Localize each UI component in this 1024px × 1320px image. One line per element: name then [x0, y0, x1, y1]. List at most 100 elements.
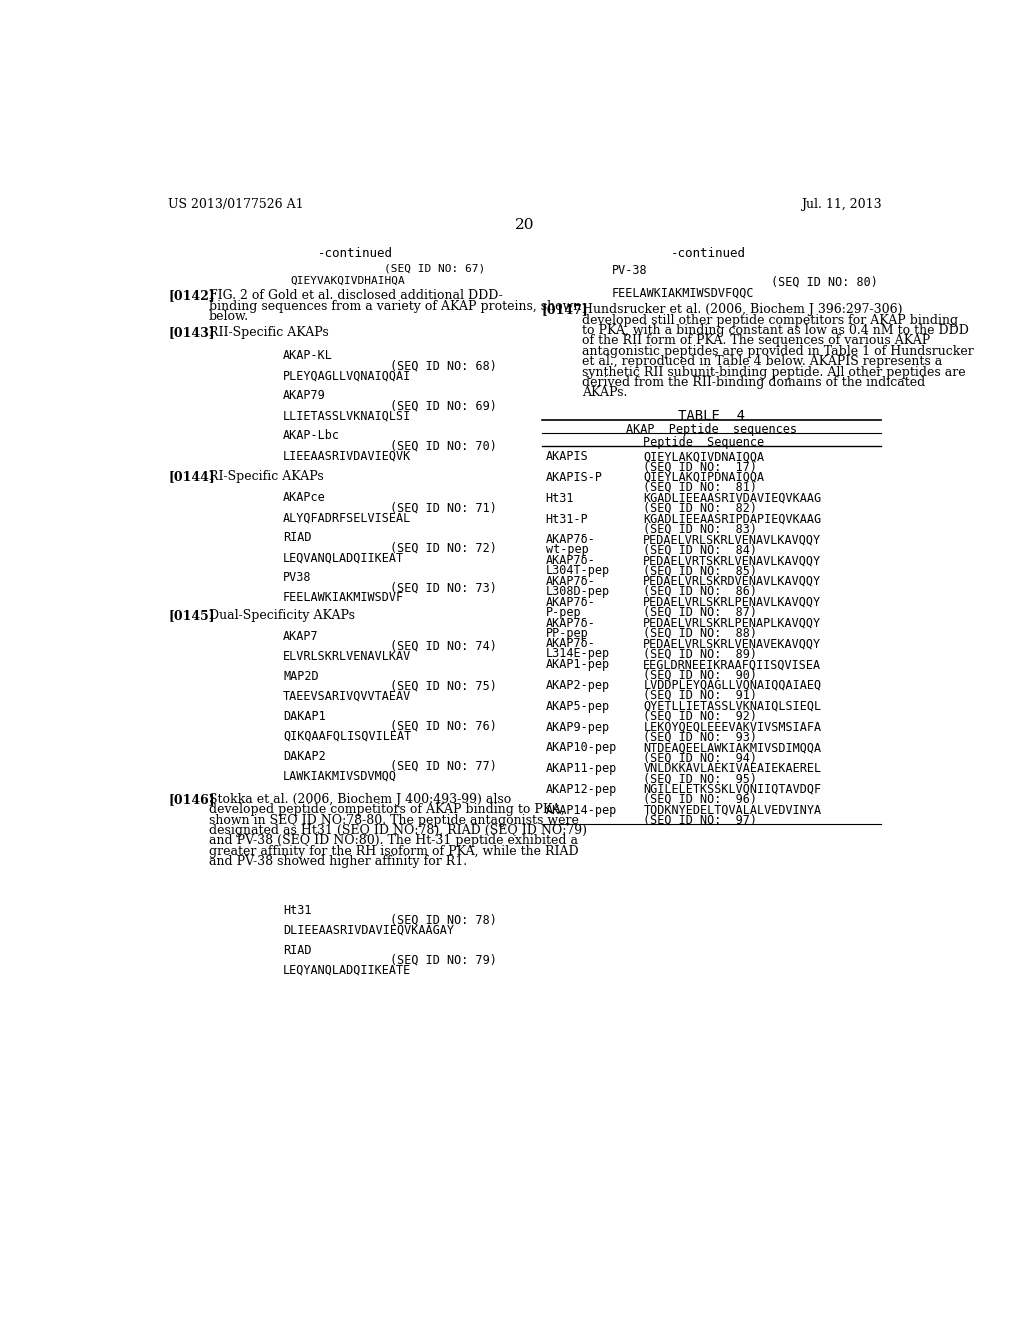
- Text: AKAP2-pep: AKAP2-pep: [546, 678, 610, 692]
- Text: (SEQ ID NO:  94): (SEQ ID NO: 94): [643, 751, 758, 764]
- Text: EEGLDRNEEIKRAAFQIISQVISEA: EEGLDRNEEIKRAAFQIISQVISEA: [643, 659, 821, 671]
- Text: PV-38: PV-38: [611, 264, 647, 277]
- Text: (SEQ ID NO:  97): (SEQ ID NO: 97): [643, 813, 758, 826]
- Text: TQDKNYEDELTQVALALVEDVINYA: TQDKNYEDELTQVALALVEDVINYA: [643, 804, 821, 817]
- Text: [0146]: [0146]: [168, 793, 215, 807]
- Text: ALYQFADRFSELVISEAL: ALYQFADRFSELVISEAL: [283, 511, 412, 524]
- Text: Stokka et al. (2006, Biochem J 400:493-99) also: Stokka et al. (2006, Biochem J 400:493-9…: [209, 793, 511, 807]
- Text: (SEQ ID NO: 78): (SEQ ID NO: 78): [390, 913, 497, 927]
- Text: AKAP7δ-: AKAP7δ-: [546, 616, 596, 630]
- Text: AKAPIS: AKAPIS: [546, 450, 589, 463]
- Text: AKAP7δ-: AKAP7δ-: [546, 533, 596, 546]
- Text: DAKAP2: DAKAP2: [283, 750, 326, 763]
- Text: (SEQ ID NO:  87): (SEQ ID NO: 87): [643, 606, 758, 619]
- Text: to PKA, with a binding constant as low as 0.4 nM to the DDD: to PKA, with a binding constant as low a…: [583, 323, 969, 337]
- Text: AKAP-Lbc: AKAP-Lbc: [283, 429, 340, 442]
- Text: PP-pep: PP-pep: [546, 627, 589, 640]
- Text: Ht31: Ht31: [546, 492, 574, 504]
- Text: PEDAELVRLSKRLPENAVLKAVQQY: PEDAELVRLSKRLPENAVLKAVQQY: [643, 595, 821, 609]
- Text: FEELAWKIAKMIWSDVFQQC: FEELAWKIAKMIWSDVFQQC: [611, 286, 754, 300]
- Text: Dual-Specificity AKAPs: Dual-Specificity AKAPs: [209, 609, 354, 622]
- Text: binding sequences from a variety of AKAP proteins, shown: binding sequences from a variety of AKAP…: [209, 300, 581, 313]
- Text: AKAPs.: AKAPs.: [583, 387, 628, 400]
- Text: (SEQ ID NO:  93): (SEQ ID NO: 93): [643, 730, 758, 743]
- Text: QIEYLAKQIVDNAIQQA: QIEYLAKQIVDNAIQQA: [643, 450, 765, 463]
- Text: QYETLLIETASSLVKNAIQLSIEQL: QYETLLIETASSLVKNAIQLSIEQL: [643, 700, 821, 713]
- Text: (SEQ ID NO: 73): (SEQ ID NO: 73): [390, 581, 497, 594]
- Text: RI-Specific AKAPs: RI-Specific AKAPs: [209, 470, 324, 483]
- Text: [0145]: [0145]: [168, 609, 215, 622]
- Text: (SEQ ID NO:  90): (SEQ ID NO: 90): [643, 668, 758, 681]
- Text: wt-pep: wt-pep: [546, 544, 589, 557]
- Text: FEELAWKIAKMIWSDVF: FEELAWKIAKMIWSDVF: [283, 591, 404, 605]
- Text: AKAP79: AKAP79: [283, 389, 326, 403]
- Text: -continued: -continued: [317, 247, 393, 260]
- Text: (SEQ ID NO: 74): (SEQ ID NO: 74): [390, 640, 497, 652]
- Text: QIKQAAFQLISQVILEAT: QIKQAAFQLISQVILEAT: [283, 730, 412, 743]
- Text: MAP2D: MAP2D: [283, 669, 318, 682]
- Text: LVDDPLEYQAGLLVQNAIQQAIAEQ: LVDDPLEYQAGLLVQNAIQQAIAEQ: [643, 678, 821, 692]
- Text: [0143]: [0143]: [168, 326, 215, 339]
- Text: DAKAP1: DAKAP1: [283, 710, 326, 723]
- Text: (SEQ ID NO:  96): (SEQ ID NO: 96): [643, 793, 758, 807]
- Text: AKAP-KL: AKAP-KL: [283, 350, 333, 363]
- Text: (SEQ ID NO:  88): (SEQ ID NO: 88): [643, 627, 758, 640]
- Text: (SEQ ID NO:  85): (SEQ ID NO: 85): [643, 564, 758, 577]
- Text: (SEQ ID NO: 69): (SEQ ID NO: 69): [390, 400, 497, 412]
- Text: Hundsrucker et al. (2006, Biochem J 396:297-306): Hundsrucker et al. (2006, Biochem J 396:…: [583, 304, 902, 317]
- Text: US 2013/0177526 A1: US 2013/0177526 A1: [168, 198, 304, 211]
- Text: PEDAELVRLSKRLVENAVEKAVQQY: PEDAELVRLSKRLVENAVEKAVQQY: [643, 638, 821, 651]
- Text: (SEQ ID NO:  91): (SEQ ID NO: 91): [643, 689, 758, 702]
- Text: -continued: -continued: [671, 247, 745, 260]
- Text: (SEQ ID NO: 79): (SEQ ID NO: 79): [390, 954, 497, 966]
- Text: and PV-38 (SEQ ID NO:80). The Ht-31 peptide exhibited a: and PV-38 (SEQ ID NO:80). The Ht-31 pept…: [209, 834, 578, 847]
- Text: AKAP14-pep: AKAP14-pep: [546, 804, 617, 817]
- Text: Ht31: Ht31: [283, 904, 311, 917]
- Text: FIG. 2 of Gold et al. disclosed additional DDD-: FIG. 2 of Gold et al. disclosed addition…: [209, 289, 503, 302]
- Text: NTDEAQEELAWKIAKMIVSDIMQQA: NTDEAQEELAWKIAKMIVSDIMQQA: [643, 742, 821, 754]
- Text: AKAP7: AKAP7: [283, 630, 318, 643]
- Text: and PV-38 showed higher affinity for R1.: and PV-38 showed higher affinity for R1.: [209, 855, 467, 869]
- Text: RIAD: RIAD: [283, 531, 311, 544]
- Text: AKAPIS-P: AKAPIS-P: [546, 471, 603, 484]
- Text: (SEQ ID NO:  86): (SEQ ID NO: 86): [643, 585, 758, 598]
- Text: developed still other peptide competitors for AKAP binding: developed still other peptide competitor…: [583, 314, 958, 326]
- Text: (SEQ ID NO:  92): (SEQ ID NO: 92): [643, 710, 758, 723]
- Text: (SEQ ID NO: 67): (SEQ ID NO: 67): [384, 264, 485, 273]
- Text: AKAPce: AKAPce: [283, 491, 326, 504]
- Text: LLIETASSLVKNAIQLSI: LLIETASSLVKNAIQLSI: [283, 409, 412, 422]
- Text: (SEQ ID NO:  17): (SEQ ID NO: 17): [643, 461, 758, 474]
- Text: LEKQYQEQLEEEVAKVIVSMSIAFA: LEKQYQEQLEEEVAKVIVSMSIAFA: [643, 721, 821, 734]
- Text: synthetic RII subunit-binding peptide. All other peptides are: synthetic RII subunit-binding peptide. A…: [583, 366, 966, 379]
- Text: PV38: PV38: [283, 572, 311, 585]
- Text: RIAD: RIAD: [283, 944, 311, 957]
- Text: AKAP5-pep: AKAP5-pep: [546, 700, 610, 713]
- Text: et al., reproduced in Table 4 below. AKAPIS represents a: et al., reproduced in Table 4 below. AKA…: [583, 355, 942, 368]
- Text: (SEQ ID NO:  81): (SEQ ID NO: 81): [643, 480, 758, 494]
- Text: (SEQ ID NO:  83): (SEQ ID NO: 83): [643, 523, 758, 536]
- Text: PLEYQAGLLVQNAIQQAI: PLEYQAGLLVQNAIQQAI: [283, 370, 412, 383]
- Text: designated as Ht31 (SEQ ID NO:78), RIAD (SEQ ID NO:79): designated as Ht31 (SEQ ID NO:78), RIAD …: [209, 824, 587, 837]
- Text: KGADLIEEAASRIPDAPIEQVKAAG: KGADLIEEAASRIPDAPIEQVKAAG: [643, 512, 821, 525]
- Text: (SEQ ID NO:  89): (SEQ ID NO: 89): [643, 647, 758, 660]
- Text: AKAP12-pep: AKAP12-pep: [546, 783, 617, 796]
- Text: (SEQ ID NO: 68): (SEQ ID NO: 68): [390, 359, 497, 372]
- Text: greater affinity for the RH isoform of PKA, while the RIAD: greater affinity for the RH isoform of P…: [209, 845, 579, 858]
- Text: (SEQ ID NO: 72): (SEQ ID NO: 72): [390, 541, 497, 554]
- Text: 20: 20: [515, 218, 535, 232]
- Text: DLIEEAASRIVDAVIEQVKAAGAY: DLIEEAASRIVDAVIEQVKAAGAY: [283, 924, 454, 937]
- Text: of the RII form of PKA. The sequences of various AKAP: of the RII form of PKA. The sequences of…: [583, 334, 931, 347]
- Text: L314E-pep: L314E-pep: [546, 647, 610, 660]
- Text: L304T-pep: L304T-pep: [546, 564, 610, 577]
- Text: LEQVANQLADQIIKEAT: LEQVANQLADQIIKEAT: [283, 552, 404, 564]
- Text: LEQYANQLADQIIKEATE: LEQYANQLADQIIKEATE: [283, 964, 412, 977]
- Text: KGADLIEEAASRIVDAVIEQVKAAG: KGADLIEEAASRIVDAVIEQVKAAG: [643, 492, 821, 504]
- Text: QIEYLAKQIPDNAIQQA: QIEYLAKQIPDNAIQQA: [643, 471, 765, 484]
- Text: AKAP11-pep: AKAP11-pep: [546, 762, 617, 775]
- Text: antagonistic peptides are provided in Table 1 of Hundsrucker: antagonistic peptides are provided in Ta…: [583, 345, 974, 358]
- Text: shown in SEQ ID NO:78-80. The peptide antagonists were: shown in SEQ ID NO:78-80. The peptide an…: [209, 813, 579, 826]
- Text: [0142]: [0142]: [168, 289, 215, 302]
- Text: (SEQ ID NO: 75): (SEQ ID NO: 75): [390, 680, 497, 693]
- Text: (SEQ ID NO: 71): (SEQ ID NO: 71): [390, 502, 497, 513]
- Text: (SEQ ID NO: 77): (SEQ ID NO: 77): [390, 760, 497, 772]
